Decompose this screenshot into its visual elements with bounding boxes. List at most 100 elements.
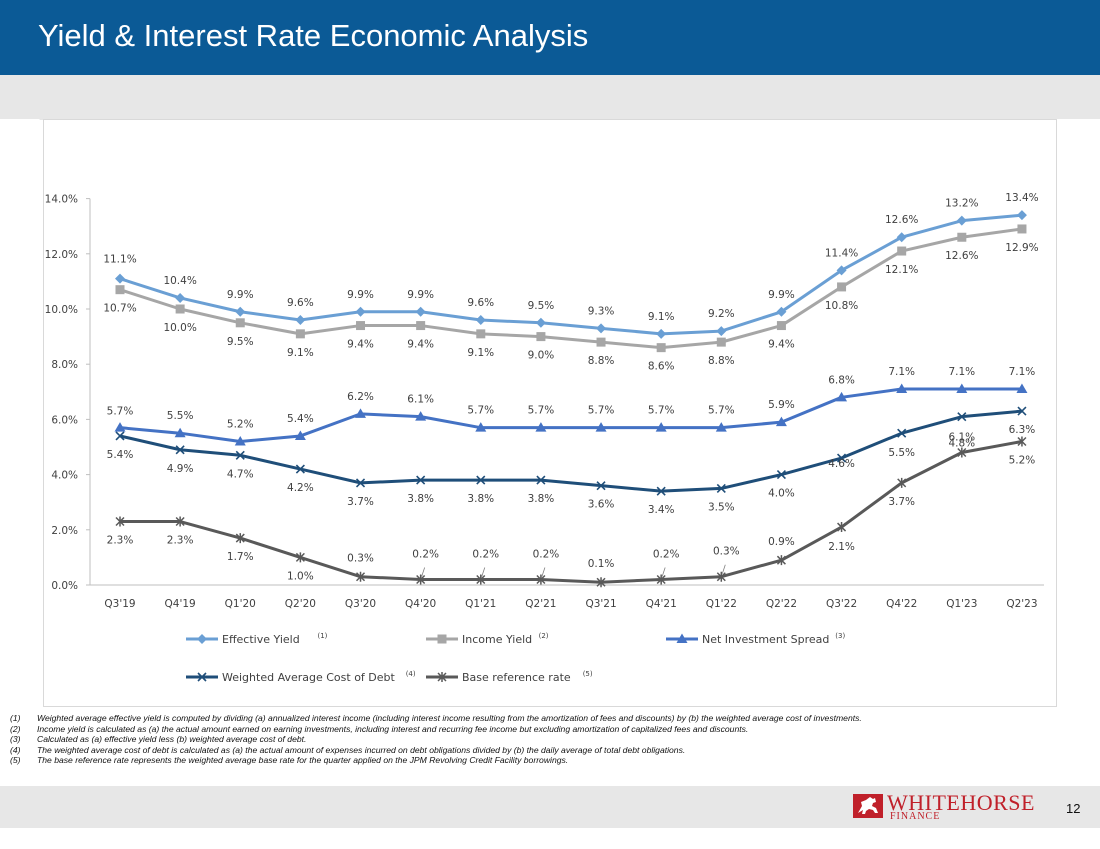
series-line-1 (119, 227, 1023, 350)
data-label: 4.0% (768, 488, 795, 500)
footnote-text: Calculated as (a) effective yield less (… (37, 734, 307, 744)
square-marker (295, 329, 305, 339)
data-label: 7.1% (1009, 366, 1036, 378)
data-label: 10.8% (825, 300, 858, 312)
diamond-marker (235, 306, 246, 317)
triangle-marker (475, 422, 487, 432)
diamond-marker (415, 306, 426, 317)
label-leader-line (541, 567, 546, 577)
logo-subtitle: FINANCE (890, 811, 941, 822)
legend-superscript: (5) (583, 670, 593, 678)
data-label: 5.7% (708, 405, 735, 417)
star-marker (536, 574, 546, 585)
square-marker (897, 246, 907, 256)
company-logo: WHITEHORSE FINANCE (853, 792, 1048, 824)
footer-band (0, 786, 1100, 828)
data-label: 5.2% (1009, 454, 1036, 466)
chart-markers (114, 210, 1028, 588)
data-label: 6.3% (1009, 424, 1036, 436)
x-marker (836, 453, 847, 463)
footnote-number: (3) (10, 734, 21, 744)
data-label: 3.5% (708, 501, 735, 513)
triangle-marker (535, 422, 547, 432)
series-line-3 (119, 409, 1023, 493)
y-tick-label: 0.0% (51, 580, 78, 592)
legend-superscript: (4) (406, 670, 416, 678)
data-label: 8.6% (648, 361, 675, 373)
square-marker (716, 337, 726, 347)
x-tick-label: Q4'22 (886, 598, 917, 610)
triangle-marker (715, 422, 727, 432)
data-label: 3.6% (588, 499, 615, 511)
x-tick-label: Q4'19 (165, 598, 196, 610)
footnotes: (1) Weighted average effective yield is c… (10, 713, 900, 766)
star-marker (656, 574, 666, 585)
square-marker (175, 304, 185, 314)
data-label: 9.2% (708, 308, 735, 320)
y-tick-label: 14.0% (45, 194, 78, 206)
data-label: 5.7% (528, 405, 555, 417)
square-marker (837, 282, 847, 292)
star-marker (957, 447, 967, 458)
data-label: 9.1% (648, 311, 675, 323)
footnote: (5) The base reference rate represents th… (10, 755, 900, 766)
diamond-marker (197, 634, 207, 644)
data-label: 12.9% (1005, 242, 1038, 254)
data-label: 3.7% (888, 496, 915, 508)
x-marker (897, 428, 907, 438)
triangle-marker (836, 391, 848, 402)
triangle-marker (595, 422, 607, 432)
data-label: 9.9% (227, 289, 254, 301)
triangle-marker (956, 383, 968, 394)
triangle-marker (775, 416, 787, 427)
data-label: 2.3% (167, 535, 194, 547)
triangle-marker (114, 422, 126, 432)
legend-label: Base reference rate (462, 671, 571, 684)
star-marker (837, 522, 847, 533)
chart-series-lines (119, 213, 1023, 584)
data-label: 9.3% (588, 305, 615, 317)
diamond-marker (656, 328, 667, 339)
triangle-marker (294, 430, 306, 440)
y-tick-label: 4.0% (51, 470, 78, 482)
square-marker (596, 337, 606, 347)
x-marker (716, 483, 726, 493)
data-label: 1.7% (227, 551, 254, 563)
data-label: 9.6% (287, 297, 314, 309)
data-label: 3.7% (347, 496, 374, 508)
data-label: 0.2% (412, 548, 439, 560)
star-marker (355, 571, 366, 582)
data-label: 5.7% (107, 406, 134, 418)
x-tick-label: Q1'20 (225, 598, 256, 610)
x-marker (536, 475, 546, 485)
square-marker (356, 321, 366, 331)
x-tick-label: Q1'21 (465, 598, 496, 610)
star-marker (437, 672, 447, 682)
x-marker (115, 431, 125, 441)
star-marker (175, 516, 185, 527)
page-title: Yield & Interest Rate Economic Analysis (38, 18, 589, 53)
data-label: 3.8% (467, 493, 494, 505)
data-label: 0.3% (713, 546, 740, 558)
x-marker (1017, 406, 1027, 416)
x-marker (235, 450, 245, 460)
diamond-marker (295, 315, 306, 326)
star-marker (416, 574, 426, 585)
diamond-marker (836, 265, 847, 276)
x-marker (416, 475, 426, 485)
data-label: 2.1% (828, 541, 855, 553)
data-label: 9.5% (227, 336, 254, 348)
data-label: 13.4% (1005, 192, 1038, 204)
data-label: 9.9% (347, 289, 374, 301)
diamond-marker (175, 292, 186, 303)
data-label: 3.8% (407, 493, 434, 505)
chart-data-labels: 11.1% 10.4% 9.9% 9.6% 9.9% 9.9% 9.6% 9.5% 9.3% 9.… (103, 192, 1038, 582)
footnote-number: (5) (10, 755, 21, 765)
header-bar: Yield & Interest Rate Economic Analysis (0, 0, 1100, 120)
data-label: 9.9% (768, 289, 795, 301)
data-label: 5.9% (768, 399, 795, 411)
x-tick-label: Q1'22 (706, 598, 737, 610)
x-tick-label: Q4'21 (646, 598, 677, 610)
x-tick-label: Q3'22 (826, 598, 857, 610)
data-label: 0.2% (472, 548, 499, 560)
